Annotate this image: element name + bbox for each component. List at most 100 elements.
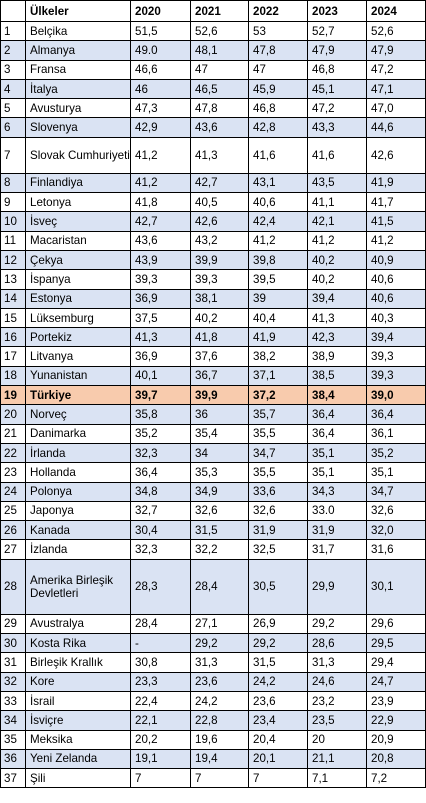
value-cell: 7,1 xyxy=(307,768,367,789)
table-row: 12 Çekya 43,9 39,9 39,8 40,2 40,9 xyxy=(0,249,426,271)
value-cell: 23,3 xyxy=(130,671,191,692)
value-cell: 34,7 xyxy=(366,481,426,502)
value-cell: 29,6 xyxy=(366,613,426,635)
header-year-cell: 2023 xyxy=(307,0,367,22)
value-cell: 28,4 xyxy=(190,558,249,615)
value-cell: 34,9 xyxy=(190,481,249,502)
value-cell: 43,9 xyxy=(130,249,191,271)
value-cell: 35,1 xyxy=(307,462,367,483)
value-cell: 51,5 xyxy=(130,20,191,42)
value-cell: 28,6 xyxy=(307,633,367,654)
value-cell: 35,8 xyxy=(130,404,191,425)
table-row: 3 Fransa 46,6 47 47 46,8 47,2 xyxy=(0,59,426,80)
value-cell: 41,6 xyxy=(248,136,308,174)
value-cell: 42,6 xyxy=(190,211,249,232)
value-cell: 32,0 xyxy=(366,520,426,541)
value-cell: 42,6 xyxy=(366,136,426,174)
row-index-cell: 34 xyxy=(0,710,26,731)
value-cell: 19,6 xyxy=(190,729,249,750)
value-cell: 47,9 xyxy=(307,40,367,61)
value-cell: 40,6 xyxy=(248,192,308,213)
row-index-cell: 17 xyxy=(0,346,26,367)
country-cell: Kore xyxy=(25,671,131,692)
value-cell: 48,1 xyxy=(190,40,249,61)
value-cell: 37,6 xyxy=(190,346,249,367)
table-row: 36 Yeni Zelanda 19,1 19,4 20,1 21,1 20,8 xyxy=(0,748,426,770)
table-row: 24 Polonya 34,8 34,9 33,6 34,3 34,7 xyxy=(0,481,426,502)
value-cell: 29,2 xyxy=(190,633,249,654)
value-cell: 41,2 xyxy=(307,230,367,251)
country-cell: Macaristan xyxy=(25,230,131,251)
value-cell: 43,3 xyxy=(307,117,367,138)
value-cell: 41,2 xyxy=(248,230,308,251)
value-cell: 47,8 xyxy=(248,40,308,61)
country-cell: Yunanistan xyxy=(25,365,131,387)
country-cell: Slovak Cumhuriyeti xyxy=(25,136,131,174)
value-cell: 39,4 xyxy=(307,288,367,309)
table-row: 14 Estonya 36,9 38,1 39 39,4 40,6 xyxy=(0,288,426,309)
value-cell: 21,1 xyxy=(307,748,367,770)
value-cell: 20,4 xyxy=(248,729,308,750)
value-cell: 36,9 xyxy=(130,346,191,367)
value-cell: 40,3 xyxy=(366,307,426,329)
value-cell: 33,6 xyxy=(248,481,308,502)
value-cell: 39,3 xyxy=(366,346,426,367)
value-cell: 29,9 xyxy=(307,558,367,615)
value-cell: 41,2 xyxy=(130,136,191,174)
table-row: 32 Kore 23,3 23,6 24,2 24,6 24,7 xyxy=(0,671,426,692)
header-year-cell: 2021 xyxy=(190,0,249,22)
value-cell: 26,9 xyxy=(248,613,308,635)
value-cell: 23,6 xyxy=(248,690,308,712)
value-cell: 47,3 xyxy=(130,98,191,119)
row-index-cell: 6 xyxy=(0,117,26,138)
country-cell: Çekya xyxy=(25,249,131,271)
row-index-cell: 21 xyxy=(0,423,26,444)
value-cell: 32,6 xyxy=(366,500,426,522)
value-cell: 42,7 xyxy=(190,172,249,194)
value-cell: 39,5 xyxy=(248,269,308,290)
value-cell: 38,5 xyxy=(307,365,367,387)
table-row: 15 Lüksemburg 37,5 40,2 40,4 41,3 40,3 xyxy=(0,307,426,329)
row-index-cell: 25 xyxy=(0,500,26,522)
value-cell: 40,5 xyxy=(190,192,249,213)
value-cell: 40,1 xyxy=(130,365,191,387)
value-cell: 35,2 xyxy=(366,442,426,464)
value-cell: 32,6 xyxy=(248,500,308,522)
value-cell: 40,2 xyxy=(307,269,367,290)
value-cell: 43,1 xyxy=(248,172,308,194)
value-cell: 46,5 xyxy=(190,78,249,100)
value-cell: 40,2 xyxy=(190,307,249,329)
row-index-cell: 3 xyxy=(0,59,26,80)
value-cell: 20,8 xyxy=(366,748,426,770)
row-index-cell: 5 xyxy=(0,98,26,119)
value-cell: 47,8 xyxy=(190,98,249,119)
header-row: Ülkeler 2020 2021 2022 2023 2024 xyxy=(0,0,426,22)
value-cell: 7 xyxy=(190,768,249,789)
value-cell: 7 xyxy=(248,768,308,789)
value-cell: 52,7 xyxy=(307,20,367,42)
value-cell: 23,6 xyxy=(190,671,249,692)
table-row: 18 Yunanistan 40,1 36,7 37,1 38,5 39,3 xyxy=(0,365,426,387)
value-cell: 36,4 xyxy=(130,462,191,483)
country-cell: İsrail xyxy=(25,690,131,712)
table-row: 29 Avustralya 28,4 27,1 26,9 29,2 29,6 xyxy=(0,613,426,635)
value-cell: 45,9 xyxy=(248,78,308,100)
value-cell: 34,3 xyxy=(307,481,367,502)
value-cell: 44,6 xyxy=(366,117,426,138)
value-cell: 41,1 xyxy=(307,192,367,213)
value-cell: 35,5 xyxy=(248,423,308,444)
value-cell: 28,4 xyxy=(130,613,191,635)
table-row: 1 Belçika 51,5 52,6 53 52,7 52,6 xyxy=(0,20,426,42)
value-cell: 41,6 xyxy=(307,136,367,174)
value-cell: 41,3 xyxy=(307,307,367,329)
table-row: 37 Şili 7 7 7 7,1 7,2 xyxy=(0,768,426,789)
value-cell: 39,9 xyxy=(190,249,249,271)
table-row: 22 İrlanda 32,3 34 34,7 35,1 35,2 xyxy=(0,442,426,464)
value-cell: 46,8 xyxy=(248,98,308,119)
value-cell: 35,7 xyxy=(248,404,308,425)
value-cell: 39,3 xyxy=(130,269,191,290)
value-cell: 40,4 xyxy=(248,307,308,329)
value-cell: 41,3 xyxy=(130,327,191,348)
table-row: 17 Litvanya 36,9 37,6 38,2 38,9 39,3 xyxy=(0,346,426,367)
